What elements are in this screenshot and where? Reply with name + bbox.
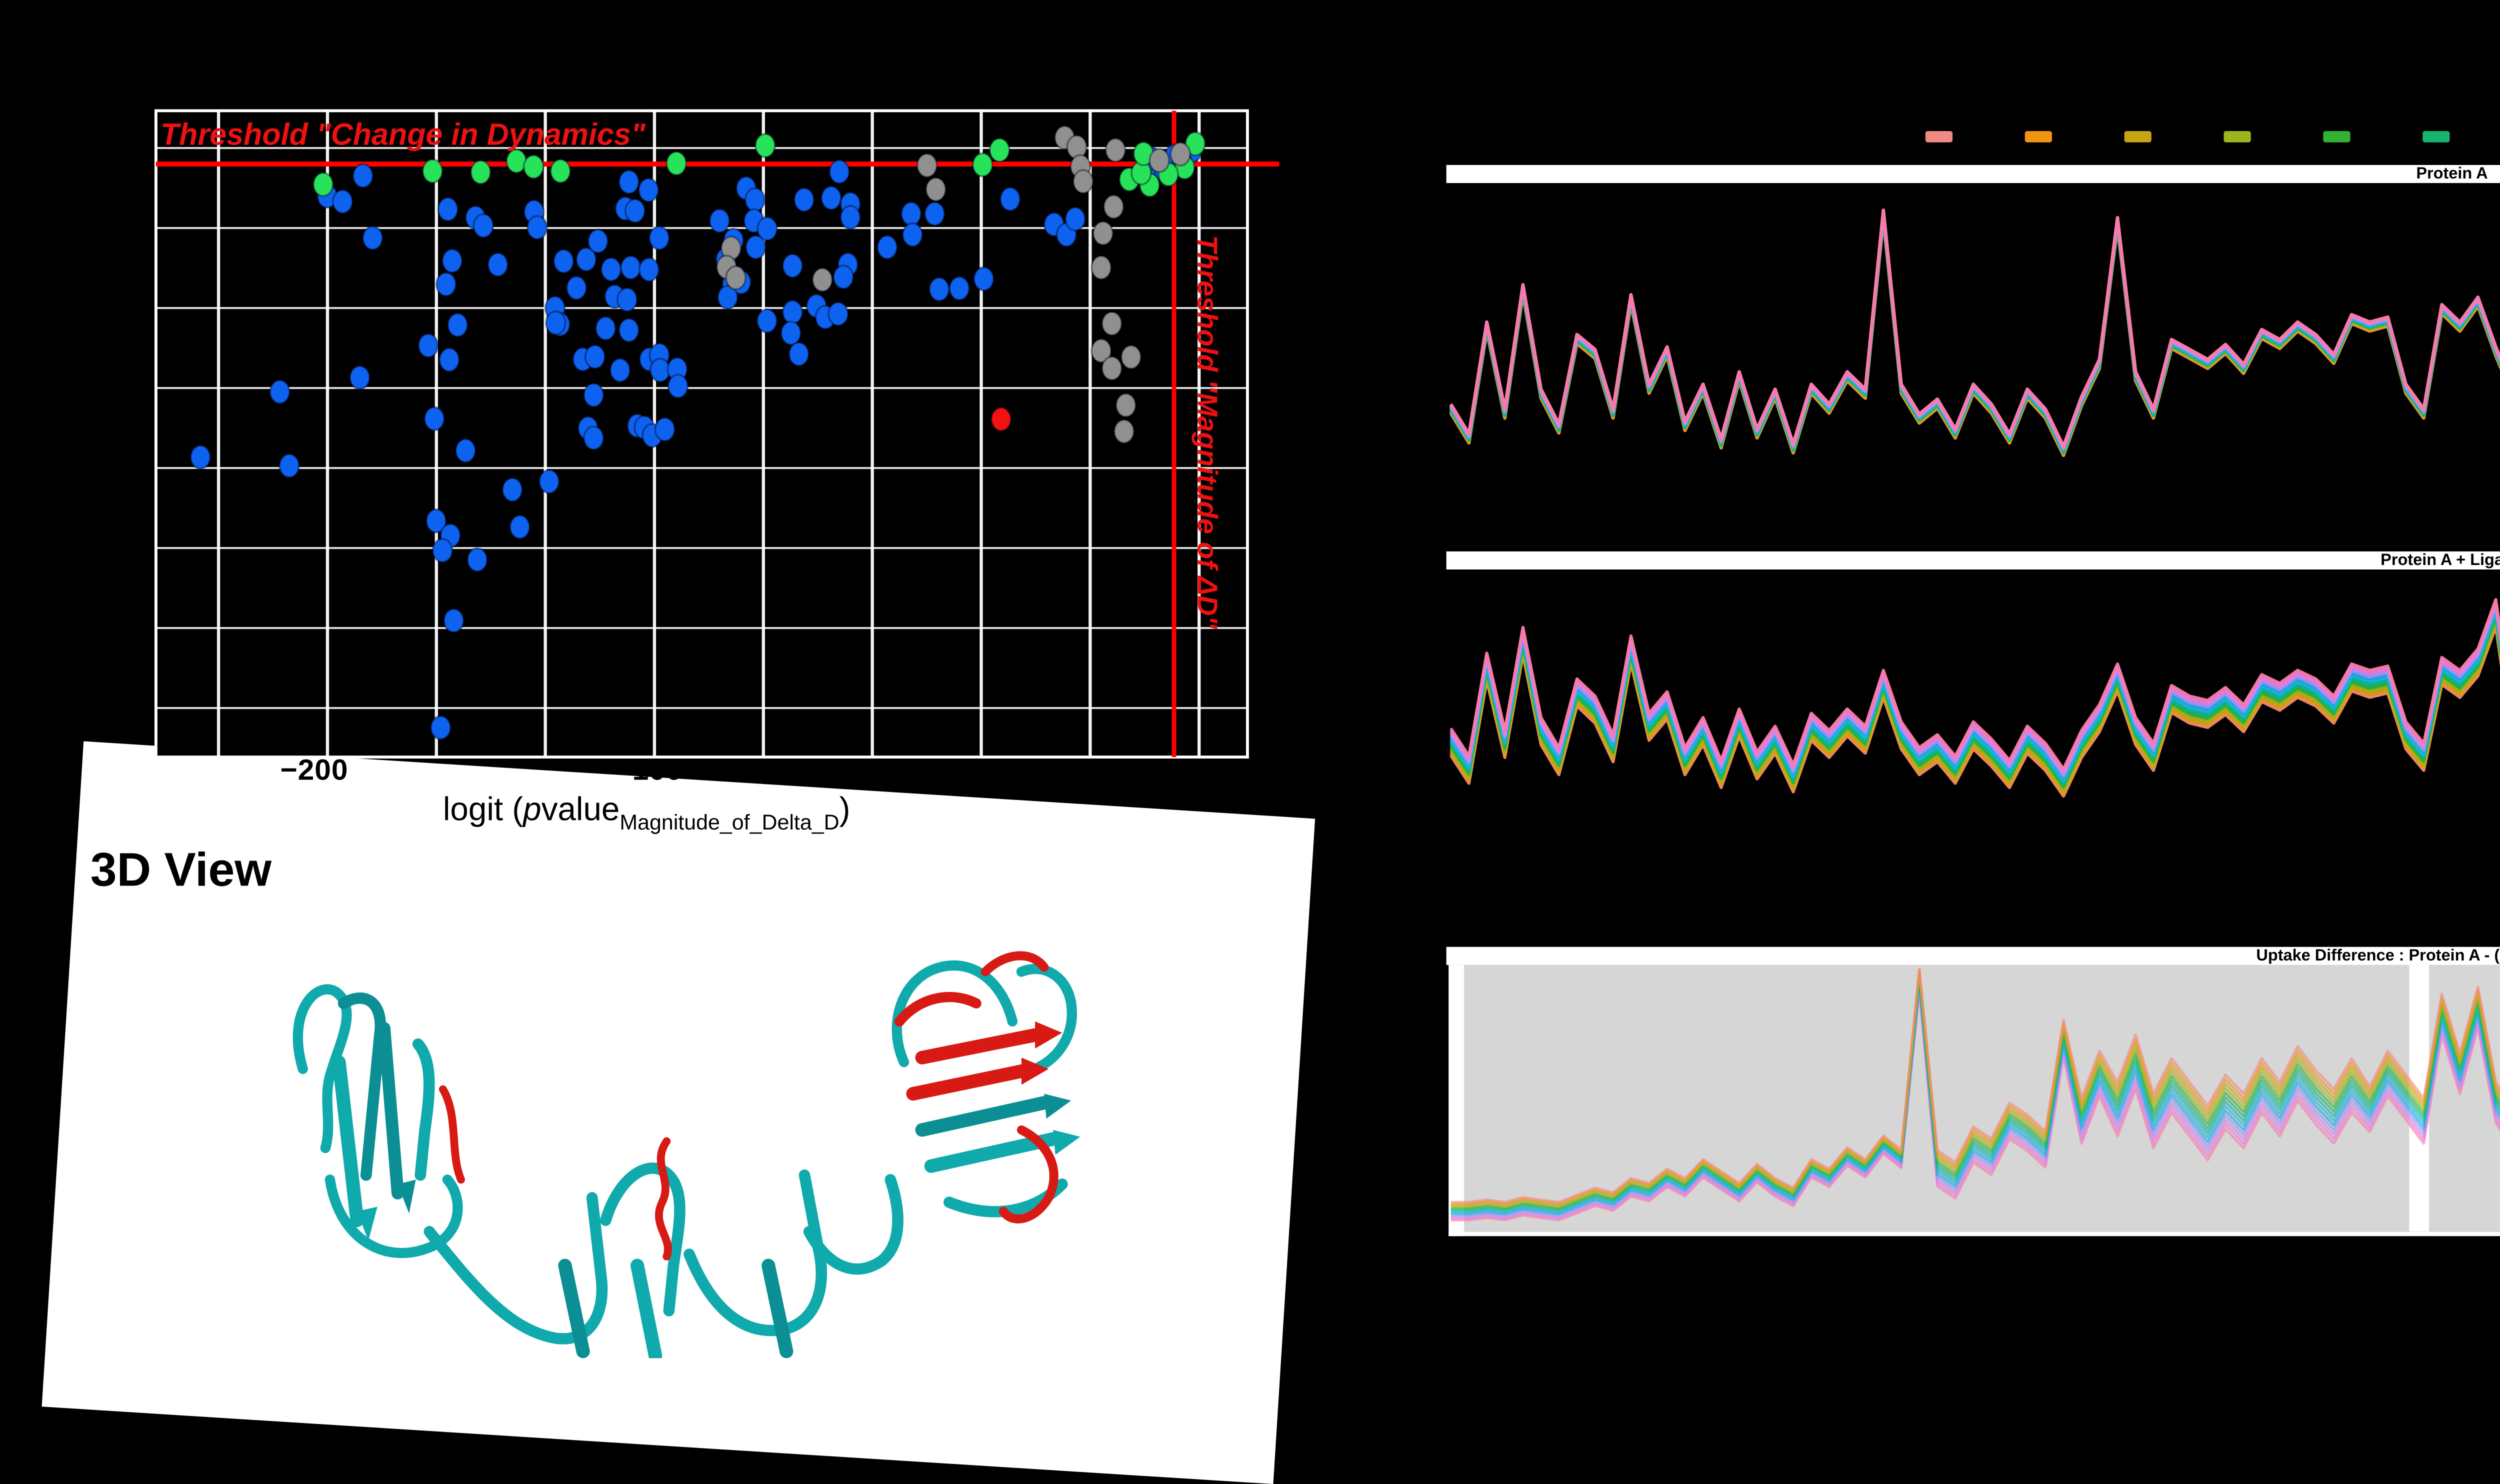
- x-tick-neg200: −200: [280, 752, 348, 786]
- volcano-points-gray: [716, 125, 1191, 444]
- x-tick-neg100: −100: [614, 752, 683, 786]
- chart-title-protein-a: Protein A: [2416, 162, 2488, 184]
- axis-label-close: ): [839, 793, 850, 830]
- chart-title-protein-a-ligand: Protein A + Ligand: [2380, 549, 2500, 570]
- volcano-plot[interactable]: [154, 109, 1280, 759]
- axis-label-value: value: [541, 793, 620, 830]
- protein-ribbon-3d[interactable]: [292, 951, 1080, 1359]
- chart-title-bar-protein-a-ligand: Protein A + Ligand: [1446, 549, 2500, 570]
- uptake-chart-uptake-protein-a[interactable]: [1449, 190, 2500, 458]
- chart-title-bar-uptake-difference: Uptake Difference : Protein A - (Protein…: [1446, 944, 2500, 965]
- volcano-points-green: [312, 131, 1206, 198]
- chart-title-uptake-difference: Uptake Difference : Protein A - (Protein…: [2256, 944, 2500, 965]
- axis-label-subscript: Magnitude_of_Delta_D: [620, 811, 840, 836]
- threshold-dynamics-label: Threshold "Change in Dynamics": [160, 118, 646, 152]
- scene-canvas: [154, 109, 2500, 1359]
- axis-label-p: p: [523, 793, 542, 830]
- dashboard: Threshold "Change in Dynamics" Threshold…: [42, 109, 2500, 1484]
- threshold-magnitude-label: Threshold "Magnitude of ΔD": [1190, 235, 1223, 630]
- volcano-points-blue: [190, 138, 1202, 740]
- legend-swatch-3: [2124, 132, 2152, 142]
- legend-swatch-1: [1925, 132, 1953, 142]
- uptake-chart-uptake-difference[interactable]: [1450, 968, 2500, 1222]
- 3d-view-title: 3D View: [90, 845, 272, 898]
- volcano-x-axis-label: logit (pvalueMagnitude_of_Delta_D): [442, 793, 850, 836]
- legend-swatch-2: [2024, 132, 2052, 142]
- legend-swatch-6: [2423, 132, 2450, 142]
- chart-title-bar-protein-a: Protein A: [1446, 162, 2500, 184]
- uptake-chart-uptake-protein-a-ligand[interactable]: [1450, 572, 2500, 798]
- volcano-points-red: [990, 406, 1012, 432]
- legend-swatch-5: [2324, 132, 2351, 142]
- legend-swatch-4: [2224, 132, 2252, 142]
- axis-label-pre: logit (: [442, 793, 524, 830]
